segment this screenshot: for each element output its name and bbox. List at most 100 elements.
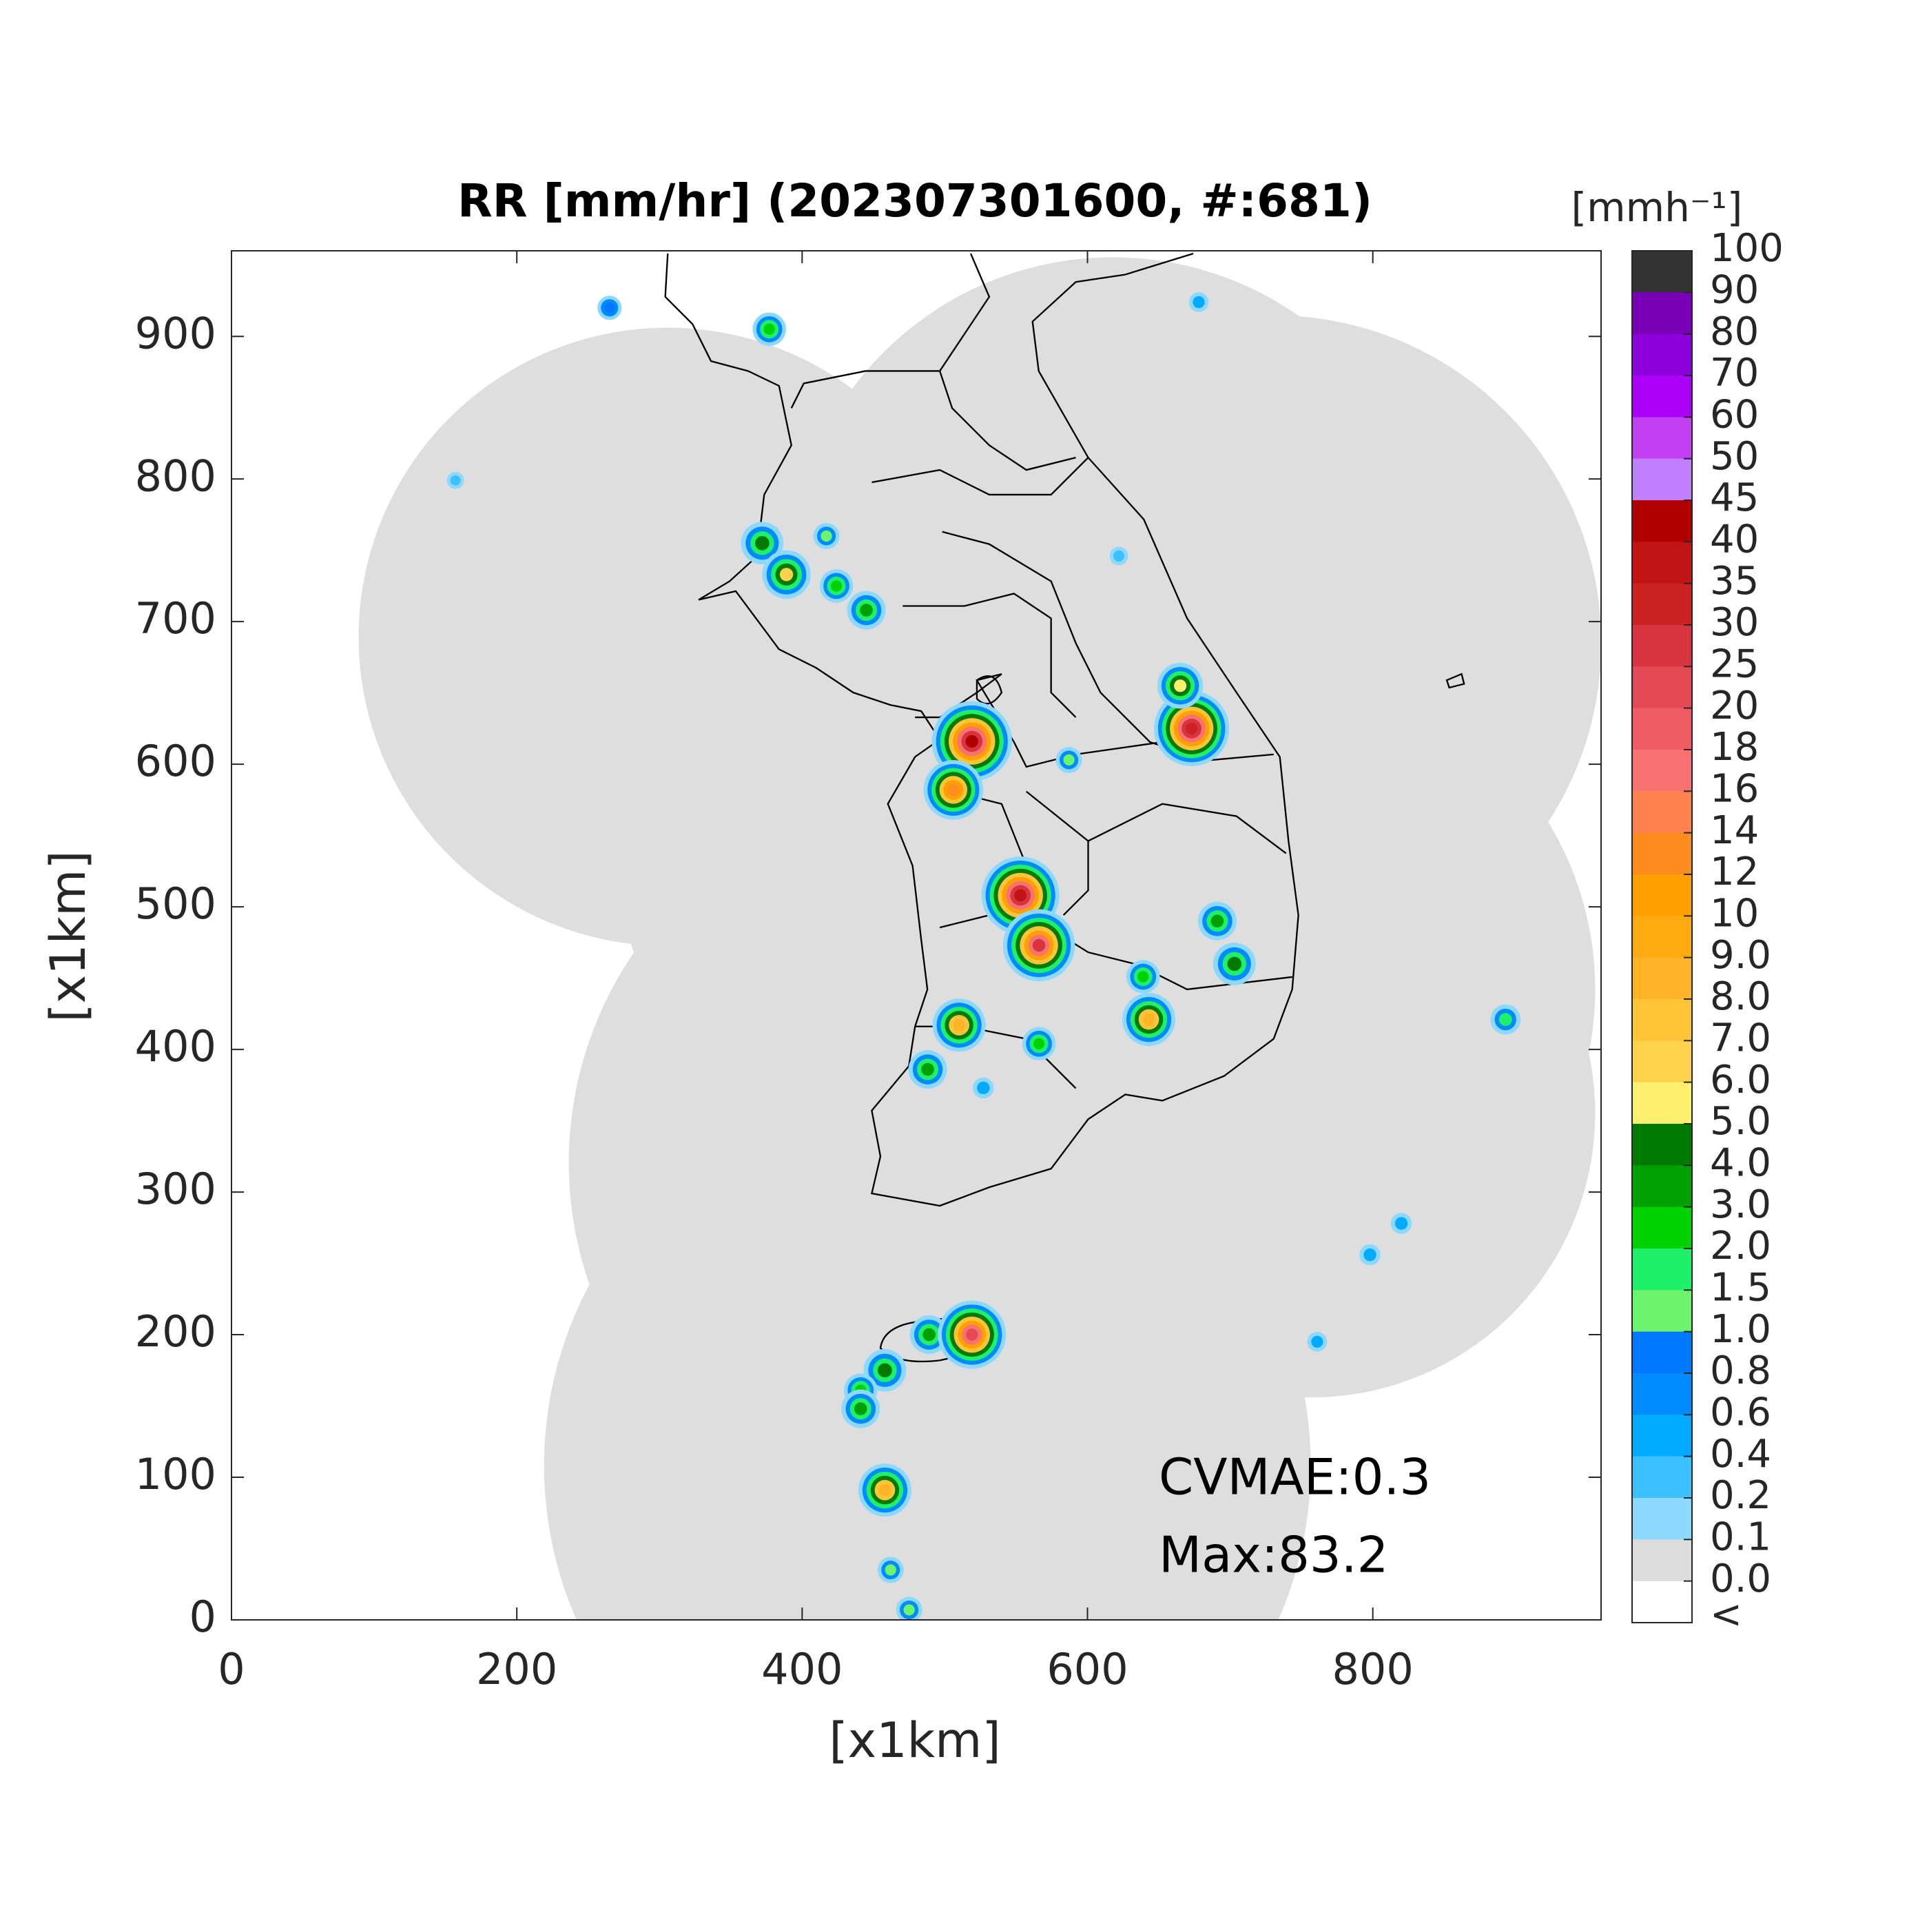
rain-echo	[821, 530, 832, 542]
colorbar-label: 20	[1710, 684, 1759, 728]
y-tick-label: 100	[135, 1449, 216, 1499]
colorbar-segment	[1632, 458, 1692, 501]
y-tick-label: 700	[135, 593, 216, 644]
colorbar-segment	[1632, 1206, 1692, 1249]
colorbar-segment	[1632, 874, 1692, 916]
colorbar-segment	[1632, 832, 1692, 875]
colorbar-segment	[1632, 916, 1692, 958]
colorbar-segment	[1632, 1456, 1692, 1499]
colorbar-segment	[1632, 583, 1692, 626]
colorbar-label: 100	[1710, 226, 1784, 271]
colorbar-label: 3.0	[1710, 1182, 1771, 1227]
colorbar-label: 2.0	[1710, 1224, 1771, 1268]
colorbar-segment	[1632, 333, 1692, 376]
colorbar-segment	[1632, 542, 1692, 584]
x-tick-label: 800	[1332, 1644, 1413, 1694]
colorbar-segment	[1632, 500, 1692, 542]
colorbar-label: 10	[1710, 891, 1759, 936]
rain-echo	[1498, 1013, 1512, 1027]
rain-echo	[1193, 296, 1205, 309]
colorbar-label: 14	[1710, 808, 1759, 853]
colorbar-label: 12	[1710, 850, 1759, 894]
y-tick-label: 600	[135, 736, 216, 786]
y-tick-label: 0	[189, 1592, 216, 1642]
y-tick-label: 500	[135, 878, 216, 929]
colorbar-label: 0.8	[1710, 1348, 1771, 1393]
colorbar-segment	[1632, 999, 1692, 1041]
colorbar-segment	[1632, 1165, 1692, 1208]
colorbar-segment	[1632, 1040, 1692, 1083]
colorbar-label: 1.5	[1710, 1265, 1771, 1310]
rain-echo	[921, 1062, 934, 1076]
colorbar-label: 60	[1710, 392, 1759, 437]
rain-echo	[953, 1019, 966, 1031]
colorbar-segment	[1632, 1082, 1692, 1124]
map-layer	[358, 252, 1602, 1621]
echo-layer	[446, 292, 1521, 1620]
colorbar-under-label: <	[1710, 1592, 1742, 1637]
rain-echo	[1063, 754, 1075, 766]
rain-echo	[1137, 971, 1149, 983]
rain-echo	[1210, 914, 1224, 928]
x-axis-label: [x1km]	[829, 1712, 1000, 1769]
colorbar-title: [mmh⁻¹]	[1571, 184, 1743, 231]
rain-echo	[1014, 889, 1027, 902]
colorbar-segment	[1632, 1498, 1692, 1540]
rain-echo	[604, 302, 615, 314]
rain-echo	[922, 1328, 936, 1342]
y-tick-label: 200	[135, 1306, 216, 1357]
colorbar-label: 0.6	[1710, 1390, 1771, 1435]
rain-echo	[450, 475, 461, 486]
colorbar-segment	[1632, 750, 1692, 792]
rain-echo	[977, 1081, 990, 1095]
rain-echo	[1033, 1038, 1045, 1049]
colorbar-segment	[1632, 376, 1692, 418]
colorbar-label: 25	[1710, 641, 1759, 686]
x-tick-label: 200	[476, 1644, 557, 1694]
colorbar-under	[1632, 1581, 1692, 1623]
colorbar-segment	[1632, 666, 1692, 709]
colorbar-segment	[1632, 292, 1692, 335]
colorbar-segment	[1632, 708, 1692, 750]
rain-echo	[878, 1363, 892, 1378]
rain-echo	[947, 783, 960, 797]
colorbar-label: 80	[1710, 309, 1759, 354]
rain-echo	[830, 580, 843, 592]
rain-echo	[1186, 722, 1198, 734]
axes-frame	[231, 250, 1602, 1621]
annotation: Max:83.2	[1159, 1526, 1388, 1584]
colorbar-segment	[1632, 1415, 1692, 1457]
y-axis-label: [x1km]	[40, 850, 96, 1022]
x-tick-label: 0	[218, 1644, 245, 1694]
rain-echo	[860, 604, 873, 617]
rain-echo	[854, 1402, 867, 1416]
colorbar-segment	[1632, 957, 1692, 1000]
colorbar-label: 45	[1710, 475, 1759, 520]
y-tick-label: 300	[135, 1164, 216, 1214]
colorbar-segment	[1632, 251, 1692, 293]
rain-echo	[755, 536, 770, 551]
y-tick-label: 800	[135, 451, 216, 501]
colorbar-label: 30	[1710, 600, 1759, 645]
rain-echo	[1363, 1248, 1376, 1262]
x-tick-label: 600	[1046, 1644, 1128, 1694]
colorbar-label: 70	[1710, 351, 1759, 395]
colorbar-label: 0.1	[1710, 1514, 1771, 1559]
radar-coverage	[358, 257, 1602, 1621]
rain-echo	[1113, 550, 1125, 562]
colorbar-label: 5.0	[1710, 1099, 1771, 1144]
colorbar-segment	[1632, 1124, 1692, 1166]
rain-echo	[965, 734, 978, 748]
rain-echo	[1142, 1013, 1155, 1026]
colorbar-label: 16	[1710, 766, 1759, 811]
rain-echo	[1227, 956, 1242, 972]
colorbar-label: 4.0	[1710, 1140, 1771, 1185]
colorbar-segment	[1632, 625, 1692, 667]
rain-echo	[779, 568, 794, 582]
annotation: CVMAE:0.3	[1159, 1448, 1431, 1506]
colorbar-label: 8.0	[1710, 974, 1771, 1019]
colorbar-label: 1.0	[1710, 1307, 1771, 1352]
y-tick-label: 400	[135, 1021, 216, 1071]
